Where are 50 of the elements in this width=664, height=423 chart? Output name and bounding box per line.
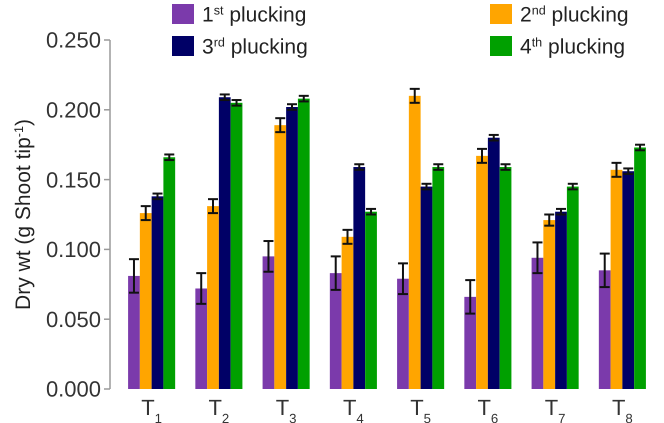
bar (330, 273, 342, 389)
bar (555, 212, 567, 389)
bar (195, 288, 208, 389)
y-tick-label: 0.000 (46, 376, 101, 402)
bar (397, 278, 409, 389)
bar (420, 186, 432, 389)
bar (432, 167, 444, 389)
bar (286, 107, 298, 389)
x-tick-label: T$_{4}$ (342, 395, 364, 423)
legend-label: 3$^{rd}$ plucking (202, 35, 308, 58)
bar (262, 256, 274, 389)
bar (566, 186, 579, 389)
bar (598, 270, 611, 389)
bar (342, 236, 354, 389)
x-tick-label: T$_{2}$ (208, 395, 230, 423)
bar (622, 171, 634, 389)
x-tick-label: T$_{7}$ (544, 395, 566, 423)
legend-label: 4$^{th}$ plucking (520, 35, 626, 58)
bar (298, 98, 310, 389)
bar (207, 206, 219, 389)
bar (476, 156, 488, 389)
y-tick-label: 0.050 (46, 306, 101, 332)
legend-label: 2$^{nd}$ plucking (520, 3, 629, 26)
x-tick-label: T$_{6}$ (477, 395, 498, 423)
bar (610, 170, 622, 389)
bar (532, 258, 544, 389)
x-tick-label: T$_{1}$ (141, 395, 162, 423)
bar (500, 167, 512, 389)
x-tick-label: T$_{5}$ (410, 395, 432, 423)
bar (218, 97, 231, 389)
x-tick-label: T$_{8}$ (612, 395, 633, 423)
bar (634, 147, 646, 389)
legend-label: 1$^{st}$ plucking (202, 3, 306, 26)
bar (464, 296, 476, 389)
y-tick-label: 0.250 (46, 28, 101, 53)
bar (152, 196, 164, 389)
y-tick-label: 0.150 (46, 167, 101, 192)
bar (128, 276, 140, 389)
bar (365, 212, 377, 389)
bar (353, 167, 366, 389)
y-tick-label: 0.200 (46, 98, 101, 122)
x-tick-label: T$_{3}$ (276, 395, 297, 423)
bar (230, 102, 242, 389)
y-tick-label: 0.100 (46, 237, 101, 262)
bar (488, 138, 500, 389)
bar (163, 157, 176, 389)
bar (543, 220, 556, 389)
bar (140, 213, 152, 389)
bar (408, 96, 421, 389)
bar (274, 125, 286, 389)
